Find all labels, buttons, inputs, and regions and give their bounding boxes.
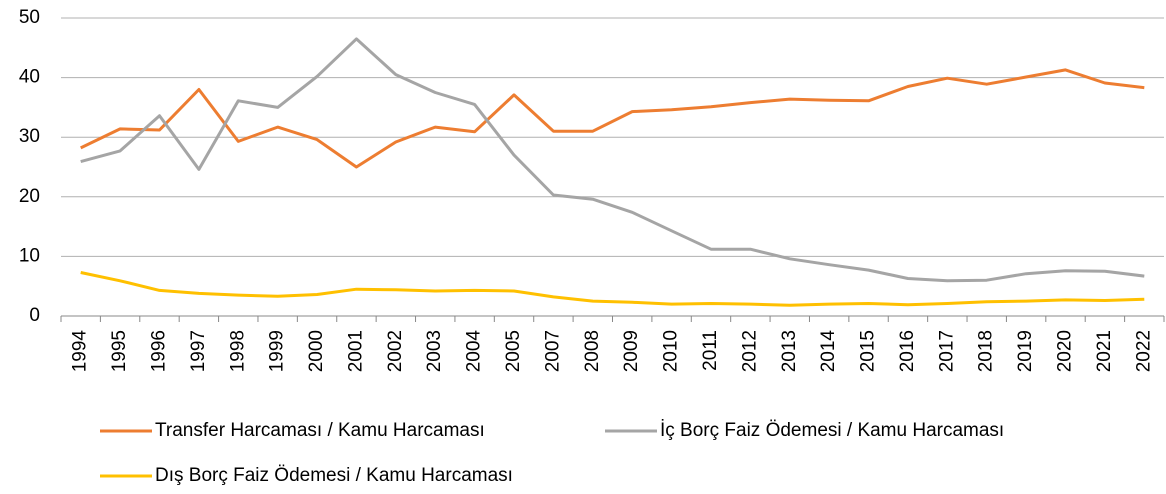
x-tick-label: 2014 xyxy=(818,330,839,373)
y-tick-label: 0 xyxy=(29,305,40,326)
x-tick-label: 1994 xyxy=(70,330,91,373)
x-tick-label: 2016 xyxy=(897,330,918,372)
x-tick-label: 2021 xyxy=(1094,330,1115,372)
x-tick-label: 2005 xyxy=(503,330,524,372)
x-tick-label: 1997 xyxy=(188,330,209,372)
x-tick-label: 2022 xyxy=(1133,330,1154,372)
y-tick-label: 20 xyxy=(19,186,40,207)
legend-label: Dış Borç Faiz Ödemesi / Kamu Harcaması xyxy=(155,465,513,486)
x-tick-label: 2000 xyxy=(306,330,327,372)
series-line xyxy=(80,68,1145,169)
x-tick-label: 2003 xyxy=(424,330,445,372)
x-tick-label: 2017 xyxy=(936,330,957,372)
x-tick-label: 2020 xyxy=(1055,330,1076,372)
x-tick-label: 2007 xyxy=(542,330,563,372)
x-tick-label: 1998 xyxy=(227,330,248,372)
x-tick-label: 2010 xyxy=(661,330,682,372)
x-tick-label: 1999 xyxy=(267,330,288,372)
x-tick-label: 2009 xyxy=(621,330,642,372)
x-tick-label: 2012 xyxy=(739,330,760,372)
y-tick-label: 30 xyxy=(19,126,40,147)
x-tick-label: 2002 xyxy=(385,330,406,372)
series-line xyxy=(80,271,1145,307)
x-tick-label: 2015 xyxy=(858,330,879,372)
y-tick-label: 10 xyxy=(19,245,40,266)
legend-label: Transfer Harcaması / Kamu Harcaması xyxy=(155,420,485,441)
x-tick-label: 2019 xyxy=(1015,330,1036,372)
x-tick-label: 1995 xyxy=(109,330,130,372)
x-tick-label: 1996 xyxy=(148,330,169,372)
legend-label: İç Borç Faiz Ödemesi / Kamu Harcaması xyxy=(660,420,1004,441)
x-tick-label: 2013 xyxy=(779,330,800,372)
x-tick-label: 2011 xyxy=(700,330,721,371)
series-line xyxy=(80,37,1145,283)
x-tick-label: 2004 xyxy=(464,330,485,373)
x-tick-label: 2018 xyxy=(976,330,997,372)
x-tick-label: 2001 xyxy=(345,330,366,372)
y-tick-label: 40 xyxy=(19,67,40,88)
y-tick-label: 50 xyxy=(19,7,40,28)
x-tick-label: 2008 xyxy=(582,330,603,372)
